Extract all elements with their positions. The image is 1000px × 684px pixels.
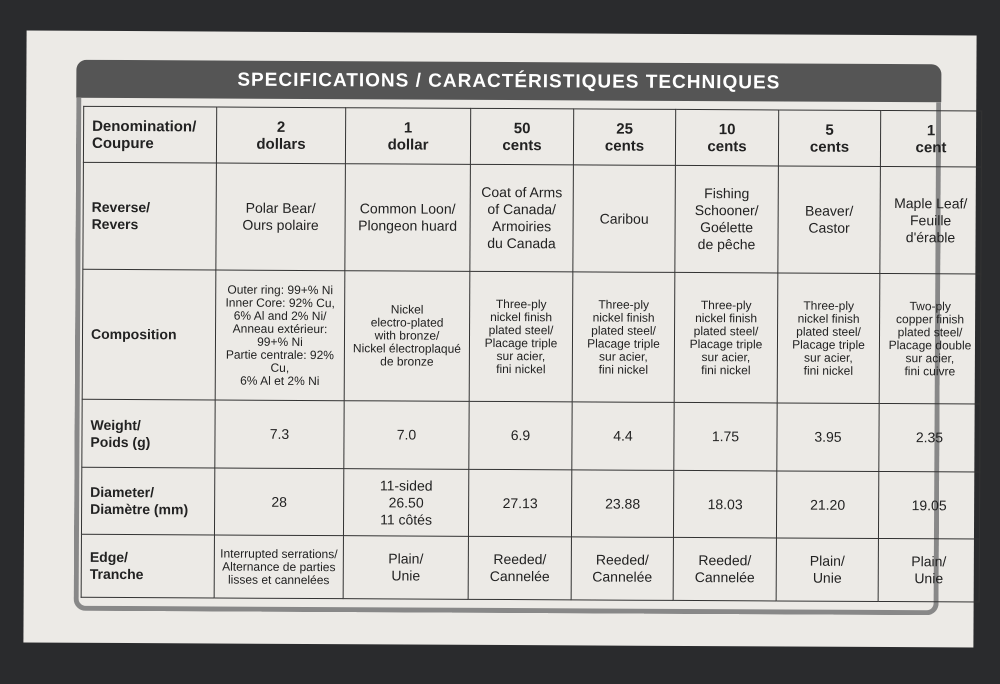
cell: 7.3 (214, 400, 345, 469)
cell: 6.9 (468, 401, 573, 470)
column-header: 25 cents (573, 108, 676, 166)
cell: 23.88 (571, 469, 674, 538)
row: Composition Outer ring: 99+% Ni Inner Cor… (82, 269, 981, 405)
cell: Plain/ Unie (878, 538, 980, 603)
cell: Common Loon/ Plongeon huard (344, 163, 471, 272)
column-header: 5 cents (778, 109, 881, 167)
cell: Maple Leaf/ Feuille d'érable (879, 166, 982, 275)
cell: Beaver/ Castor (777, 165, 881, 274)
cell: 4.4 (571, 401, 675, 471)
row: Weight/ Poids (g) 7.3 7.0 6.9 4.4 1.75 3.95 2.3… (81, 399, 981, 473)
cell: 21.20 (776, 470, 879, 539)
row: Reverse/ Revers Polar Bear/ Ours polaire C… (82, 162, 982, 275)
column-header: 2 dollars (216, 107, 346, 164)
table-frame: Denomination/ Coupure 2 dollars 1 dollar 50… (73, 97, 982, 616)
cell: 1.75 (673, 402, 778, 471)
cell: Reeded/ Cannelée (571, 536, 674, 601)
cell: Three-ply nickel finish plated steel/ Pl… (572, 271, 675, 403)
cell: Nickel electro-plated with bronze/ Nicke… (344, 270, 470, 402)
card: SPECIFICATIONS / CARACTÉRISTIQUES TECHNI… (23, 30, 982, 648)
column-header: 10 cents (675, 109, 779, 166)
cell: Caribou (572, 164, 676, 273)
column-header: 50 cents (470, 108, 574, 165)
cell: Three-ply nickel finish plated steel/ Pl… (469, 271, 573, 402)
cell: Plain/ Unie (343, 535, 469, 600)
cell: Reeded/ Cannelée (468, 536, 572, 600)
column-header: Denomination/ Coupure (83, 106, 217, 164)
column-header: 1 cent (880, 110, 982, 168)
row: Edge/ Tranche Interrupted serrations/ Alt… (81, 534, 980, 603)
cell: 28 (214, 468, 344, 536)
row-label: Diameter/ Diamètre (mm) (81, 467, 215, 536)
row: Diameter/ Diamètre (mm) 28 11-sided 26.50 … (81, 467, 980, 540)
title: SPECIFICATIONS / CARACTÉRISTIQUES TECHNI… (76, 59, 942, 103)
cell: 11-sided 26.50 11 côtés (343, 468, 469, 537)
cell: Reeded/ Cannelée (673, 537, 777, 601)
cell: Two-ply copper finish plated steel/ Plac… (879, 273, 981, 405)
cell: 27.13 (468, 469, 572, 537)
cell: 3.95 (776, 402, 880, 472)
row-label: Edge/ Tranche (81, 534, 215, 599)
spec-table: Denomination/ Coupure 2 dollars 1 dollar 50… (81, 106, 983, 603)
row-label: Reverse/ Revers (82, 162, 217, 271)
cell: Coat of Arms of Canada/ Armoiries du Can… (469, 164, 574, 272)
column-header: 1 dollar (345, 107, 471, 165)
cell: 7.0 (343, 400, 470, 470)
cell: Outer ring: 99+% Ni Inner Core: 92% Cu, … (215, 270, 345, 401)
cell: 2.35 (878, 403, 981, 473)
cell: Three-ply nickel finish plated steel/ Pl… (777, 272, 880, 404)
row-label: Weight/ Poids (g) (81, 399, 216, 469)
cell: 18.03 (673, 470, 777, 538)
cell: Fishing Schooner/ Goélette de pêche (674, 165, 779, 273)
header-row: Denomination/ Coupure 2 dollars 1 dollar 50… (83, 106, 982, 168)
cell: Interrupted serrations/ Alternance de pa… (214, 535, 344, 599)
cell: Plain/ Unie (776, 537, 879, 602)
row-label: Composition (82, 269, 216, 401)
cell: 19.05 (878, 471, 980, 540)
cell: Three-ply nickel finish plated steel/ Pl… (674, 272, 778, 403)
cell: Polar Bear/ Ours polaire (215, 163, 346, 271)
